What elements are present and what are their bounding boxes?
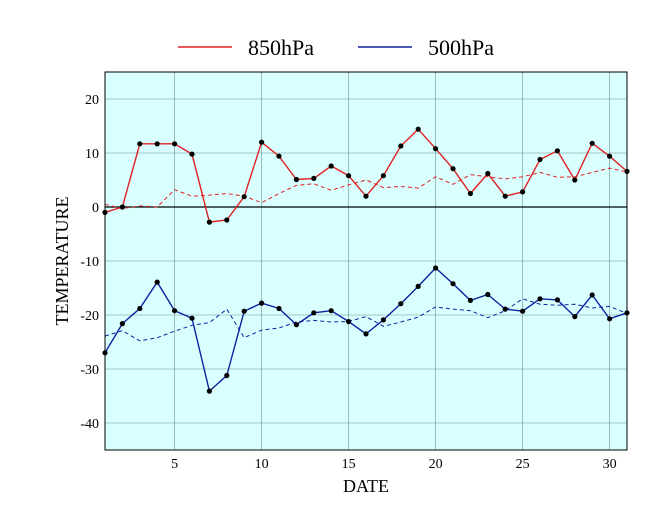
point-850hpa-day-25 xyxy=(520,189,526,195)
series-layer xyxy=(102,126,630,394)
point-850hpa-day-5 xyxy=(172,141,178,147)
point-500hpa-day-8 xyxy=(224,372,230,379)
point-500hpa-day-26 xyxy=(537,296,543,302)
point-850hpa-day-3 xyxy=(137,141,143,147)
point-850hpa-day-16 xyxy=(363,193,369,199)
point-850hpa-day-4 xyxy=(154,141,160,147)
y-tick-label--40: -40 xyxy=(80,417,99,432)
point-850hpa-day-12 xyxy=(293,176,299,183)
point-850hpa-day-14 xyxy=(328,163,334,169)
point-500hpa-day-3 xyxy=(137,305,143,312)
point-850hpa-day-22 xyxy=(467,190,473,197)
point-500hpa-day-28 xyxy=(572,314,578,320)
point-500hpa-day-4 xyxy=(154,279,160,285)
point-500hpa-day-30 xyxy=(607,316,613,322)
point-500hpa-day-29 xyxy=(589,292,595,298)
point-500hpa-day-21 xyxy=(450,281,456,287)
point-850hpa-day-18 xyxy=(398,143,404,149)
series-line-850hpa-climatology xyxy=(104,167,628,210)
point-850hpa-day-19 xyxy=(415,126,421,132)
point-500hpa-day-27 xyxy=(554,297,561,303)
point-850hpa-day-27 xyxy=(554,148,561,154)
point-850hpa-day-10 xyxy=(259,139,265,145)
y-tick-label--30: -30 xyxy=(80,363,99,378)
point-500hpa-day-14 xyxy=(328,308,334,314)
x-tick-label-30: 30 xyxy=(603,457,617,472)
point-500hpa-day-5 xyxy=(172,308,178,314)
y-axis-label: TEMPERATURE xyxy=(52,196,72,325)
series-line-500hpa-climatology xyxy=(104,298,628,342)
y-tick-label-10: 10 xyxy=(85,147,99,162)
point-850hpa-day-15 xyxy=(346,173,352,179)
point-850hpa-day-2 xyxy=(119,204,125,210)
point-850hpa-day-29 xyxy=(589,140,595,146)
point-850hpa-day-9 xyxy=(241,194,247,200)
point-850hpa-day-28 xyxy=(572,177,578,183)
point-500hpa-day-19 xyxy=(415,283,421,289)
point-500hpa-day-15 xyxy=(346,318,352,325)
x-tick-label-25: 25 xyxy=(516,457,530,472)
y-tick-label-20: 20 xyxy=(85,93,99,108)
point-850hpa-day-7 xyxy=(206,219,212,225)
point-500hpa-day-25 xyxy=(520,308,526,314)
point-500hpa-day-20 xyxy=(433,265,439,271)
x-tick-label-5: 5 xyxy=(171,457,178,472)
point-500hpa-day-13 xyxy=(311,310,317,316)
x-tick-label-20: 20 xyxy=(429,457,443,472)
x-tick-label-10: 10 xyxy=(255,457,269,472)
point-850hpa-day-8 xyxy=(224,217,230,223)
point-850hpa-day-11 xyxy=(276,153,282,159)
point-500hpa-day-9 xyxy=(241,308,247,314)
point-850hpa-day-26 xyxy=(537,156,543,163)
point-850hpa-day-17 xyxy=(380,173,386,179)
plot-frame xyxy=(104,71,628,451)
x-axis-label: DATE xyxy=(343,476,389,496)
point-500hpa-day-2 xyxy=(119,321,125,327)
point-850hpa-day-21 xyxy=(450,166,456,172)
point-500hpa-day-22 xyxy=(467,297,473,303)
legend-label-850hpa: 850hPa xyxy=(248,35,314,60)
point-500hpa-day-11 xyxy=(276,305,282,312)
point-500hpa-day-6 xyxy=(189,315,195,321)
point-500hpa-day-10 xyxy=(259,300,265,306)
point-500hpa-day-17 xyxy=(380,317,386,323)
y-tick-label--10: -10 xyxy=(80,255,99,270)
point-500hpa-day-18 xyxy=(398,301,404,307)
point-850hpa-day-23 xyxy=(485,170,491,177)
y-tick-label-0: 0 xyxy=(92,201,99,216)
point-500hpa-day-7 xyxy=(206,388,212,394)
point-500hpa-day-12 xyxy=(293,322,299,328)
point-850hpa-day-13 xyxy=(311,175,317,181)
x-tick-label-15: 15 xyxy=(342,457,356,472)
point-850hpa-day-24 xyxy=(502,193,508,199)
tick-labels: 5 10 15 20 25 30 20 10 0 -10 -20 -30 -40 xyxy=(80,93,616,472)
point-500hpa-day-23 xyxy=(485,291,491,298)
point-850hpa-day-6 xyxy=(189,151,195,157)
point-500hpa-day-16 xyxy=(363,331,369,337)
y-tick-label--20: -20 xyxy=(80,309,99,324)
point-500hpa-day-24 xyxy=(502,306,508,312)
legend: 850hPa 500hPa xyxy=(178,35,494,60)
legend-label-500hpa: 500hPa xyxy=(428,35,494,60)
point-850hpa-day-20 xyxy=(433,146,439,152)
point-850hpa-day-30 xyxy=(607,153,613,159)
